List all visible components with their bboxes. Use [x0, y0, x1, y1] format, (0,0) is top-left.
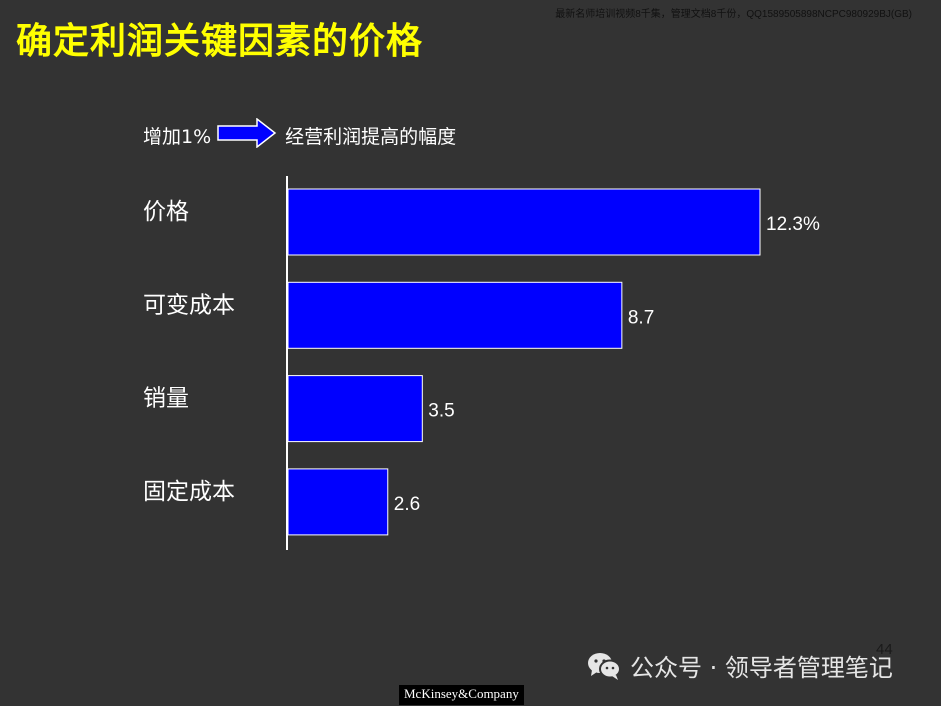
wechat-text: 公众号 · 领导者管理笔记 — [630, 654, 893, 682]
wechat-icon — [588, 652, 621, 680]
category-label: 价格 — [143, 199, 189, 225]
legend: 增加1% 经营利润提高的幅度 — [143, 116, 457, 153]
value-label: 2.6 — [394, 494, 420, 515]
bar-3 — [287, 468, 389, 536]
category-label: 可变成本 — [143, 292, 235, 318]
category-label: 固定成本 — [143, 479, 235, 505]
legend-left-text: 增加1% — [143, 125, 212, 148]
value-label: 12.3% — [766, 214, 820, 235]
page-number: 44 — [876, 641, 893, 658]
wechat-watermark: 公众号 · 领导者管理笔记 — [586, 648, 893, 683]
header-note: 最新名师培训视频8千集，管理文档8千份，QQ1589505898NCPC9809… — [555, 9, 912, 20]
mckinsey-logo: McKinsey&Company — [399, 685, 524, 705]
bar-0 — [287, 188, 761, 256]
value-label: 3.5 — [428, 401, 454, 422]
category-label: 销量 — [143, 386, 189, 412]
page-title: 确定利润关键因素的价格 — [16, 21, 424, 62]
bar-2 — [287, 375, 423, 443]
legend-right-text: 经营利润提高的幅度 — [285, 125, 457, 148]
right-arrow-icon — [217, 116, 277, 153]
bar-1 — [287, 281, 623, 349]
value-label: 8.7 — [628, 307, 654, 328]
